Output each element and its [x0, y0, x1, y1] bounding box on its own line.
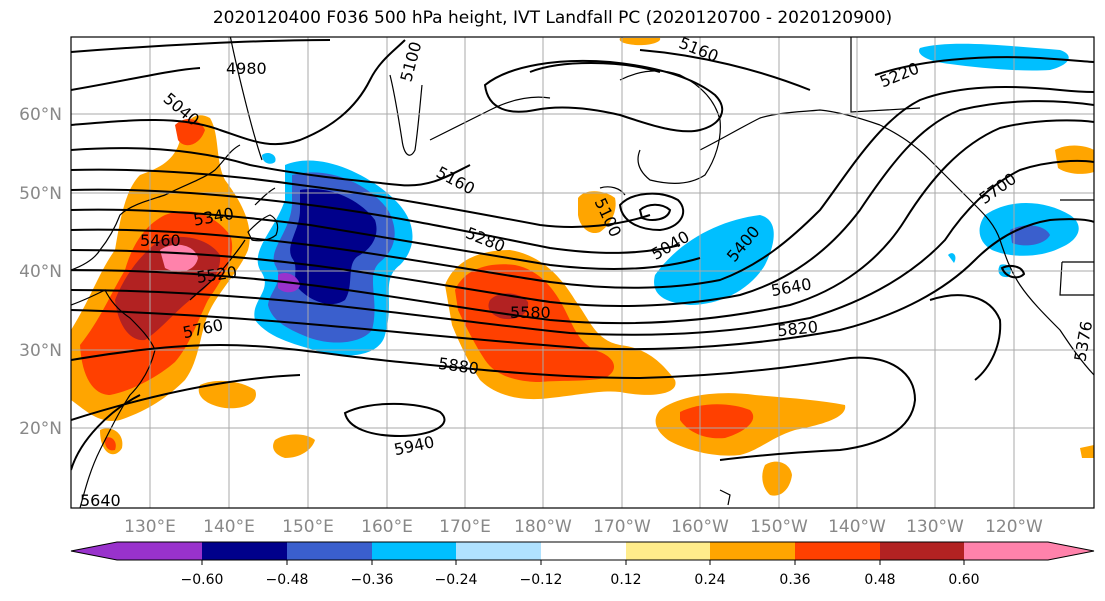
lon-label: 120°W	[985, 517, 1043, 537]
lat-label: 60°N	[19, 105, 62, 125]
height-contours	[71, 39, 1094, 471]
colorbar-tick-label: −0.12	[520, 572, 563, 588]
colorbar-tick-label: −0.48	[266, 572, 309, 588]
colorbar-bin	[202, 542, 287, 560]
colorbar-bin	[880, 542, 964, 560]
colorbar-bin	[626, 542, 710, 560]
latitude-labels: 60°N 50°N 40°N 30°N 20°N	[19, 105, 62, 439]
lon-label: 180°W	[514, 517, 572, 537]
colorbar-outline	[70, 541, 1095, 561]
contour-label: 5580	[510, 303, 551, 322]
map-frame	[70, 36, 1095, 509]
lon-label: 170°E	[439, 517, 491, 537]
lon-label: 160°W	[671, 517, 729, 537]
colorbar: −0.60 −0.48 −0.36 −0.24 −0.12 0.12 0.24 …	[70, 541, 1095, 588]
lon-label: 170°W	[593, 517, 651, 537]
lat-label: 20°N	[19, 419, 62, 439]
contour-label: 4980	[226, 59, 267, 78]
colorbar-bin	[964, 542, 1048, 560]
contour-label: 5820	[776, 317, 818, 340]
colorbar-tick-label: 0.36	[779, 572, 810, 588]
lon-label: 160°E	[361, 517, 413, 537]
lon-label: 130°W	[906, 517, 964, 537]
colorbar-tick-label: −0.60	[181, 572, 224, 588]
negative-ivt-shading	[254, 43, 1079, 356]
colorbar-bin	[372, 542, 456, 560]
contour-label: 5460	[140, 231, 181, 250]
colorbar-tick-label: 0.60	[948, 572, 979, 588]
longitude-labels: 130°E 140°E 150°E 160°E 170°E 180°W 170°…	[124, 517, 1043, 537]
lat-label: 50°N	[19, 184, 62, 204]
colorbar-tick-label: 0.24	[694, 572, 725, 588]
contour-label: 5376	[1070, 320, 1096, 363]
contour-label: 5640	[80, 491, 121, 510]
lat-label: 30°N	[19, 341, 62, 361]
colorbar-tick-label: 0.12	[610, 572, 641, 588]
colorbar-bin	[710, 542, 795, 560]
colorbar-bin	[117, 542, 202, 560]
lat-label: 40°N	[19, 262, 62, 282]
colorbar-extend-low	[71, 542, 117, 560]
lon-label: 140°W	[828, 517, 886, 537]
colorbar-tick-label: 0.48	[864, 572, 895, 588]
map-body: 4980 5040 5100 5160 5220 5160 5100 5040 …	[71, 37, 1096, 510]
lon-label: 150°W	[750, 517, 808, 537]
colorbar-extend-high	[1048, 542, 1094, 560]
colorbar-bin	[541, 542, 626, 560]
colorbar-bin	[795, 542, 880, 560]
lon-label: 130°E	[124, 517, 176, 537]
colorbar-bin	[287, 542, 372, 560]
colorbar-tick-label: −0.24	[435, 572, 478, 588]
colorbar-bin	[456, 542, 541, 560]
colorbar-tick-label: −0.36	[351, 572, 394, 588]
chart-title: 2020120400 F036 500 hPa height, IVT Land…	[212, 8, 893, 28]
lon-label: 140°E	[203, 517, 255, 537]
lon-label: 150°E	[282, 517, 334, 537]
